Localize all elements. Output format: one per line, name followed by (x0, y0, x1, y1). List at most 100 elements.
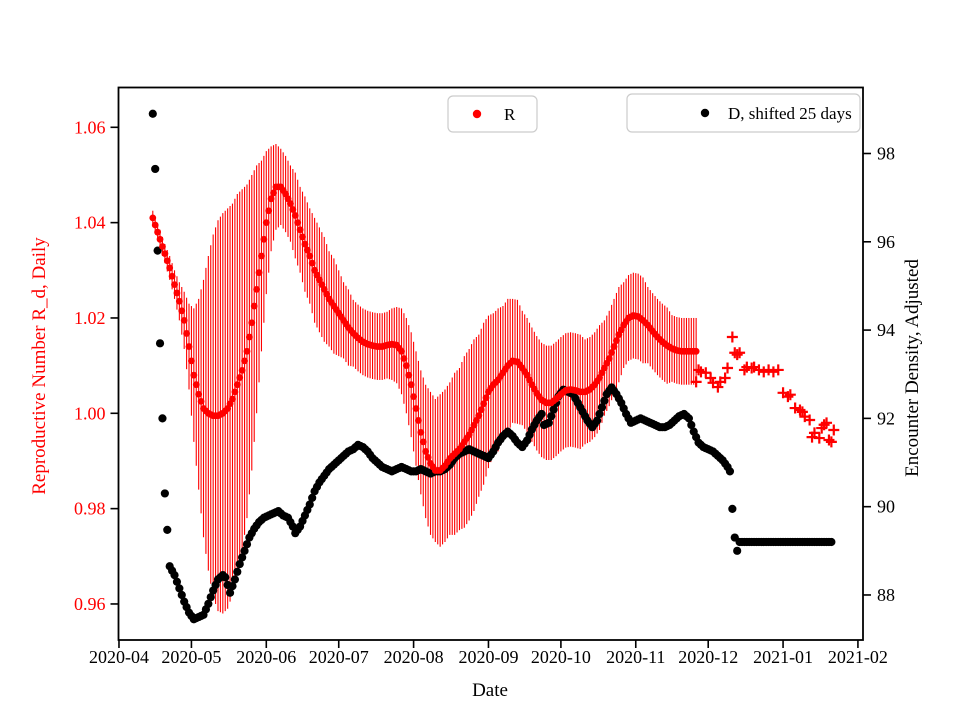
data-point-plus (772, 364, 784, 376)
data-point-r (412, 405, 420, 412)
data-point-r (405, 371, 413, 379)
data-point-r (260, 235, 268, 243)
data-point-r (480, 400, 488, 408)
data-point-r (301, 240, 309, 248)
data-point-r (402, 362, 410, 370)
data-point-d (684, 414, 693, 423)
data-point-plus (712, 381, 724, 393)
data-point-r (231, 388, 239, 396)
data-point-r (407, 381, 415, 389)
y-axis-left: 0.96 0.98 1.00 1.02 1.04 1.06 (74, 117, 119, 614)
data-point-r (608, 349, 616, 356)
data-point-r (236, 374, 244, 381)
data-point-plus (782, 391, 794, 403)
data-point-plus (808, 427, 820, 439)
legend-marker-dot (700, 108, 710, 118)
data-point-r (287, 200, 294, 207)
y-right-tick-label: 98 (877, 143, 895, 163)
data-point-d (597, 403, 607, 412)
data-point-d (170, 571, 179, 580)
data-point-d (233, 567, 242, 576)
series-d-dots (148, 109, 836, 624)
data-point-r (180, 316, 188, 324)
x-tick-label: 2020-08 (384, 647, 444, 667)
data-point-r (253, 285, 261, 293)
data-point-r (398, 347, 405, 355)
data-point-d (225, 588, 235, 597)
data-point-d (725, 467, 735, 476)
data-point-d (158, 414, 167, 423)
data-point-d (235, 559, 244, 569)
data-point-r (610, 343, 618, 350)
data-point-plus (763, 364, 775, 376)
x-tick-label: 2021-02 (828, 647, 888, 667)
legend-label: D, shifted 25 days (728, 104, 852, 123)
data-point-plus (700, 367, 712, 379)
data-point-plus (693, 364, 705, 376)
data-point-plus (823, 434, 835, 446)
x-tick-label: 2020-12 (678, 647, 738, 667)
data-point-plus (705, 372, 717, 384)
data-point-d (593, 416, 602, 425)
legend: R D, shifted 25 days (447, 93, 861, 133)
y-left-tick-label: 1.02 (74, 308, 106, 328)
x-tick-label: 2020-10 (531, 647, 591, 667)
data-point-d (544, 418, 553, 427)
data-point-plus (825, 436, 837, 448)
data-point-d (230, 575, 239, 584)
plot-frame (117, 86, 864, 641)
data-point-r (241, 357, 248, 365)
data-point-r (415, 417, 422, 424)
y-right-tick-label: 88 (877, 585, 895, 605)
data-point-r (151, 221, 159, 229)
data-point-r (171, 281, 178, 289)
x-tick-label: 2020-07 (309, 647, 369, 667)
y-right-tick-label: 90 (877, 497, 895, 517)
data-point-d (204, 599, 213, 608)
series-r-plus (690, 331, 840, 448)
data-point-r (197, 397, 205, 405)
series-r-dots (149, 183, 700, 474)
data-point-plus (690, 376, 702, 388)
data-point-d (687, 420, 696, 430)
x-axis-label: Date (472, 680, 508, 701)
y-right-tick-label: 96 (877, 232, 895, 252)
x-tick-label: 2020-04 (89, 647, 149, 667)
data-point-plus (804, 414, 816, 426)
y-left-tick-label: 0.96 (74, 594, 106, 614)
data-point-r (477, 406, 485, 414)
data-point-r (163, 257, 171, 265)
x-tick-label: 2021-01 (753, 647, 813, 667)
data-point-d (228, 582, 237, 591)
data-point-r (482, 394, 490, 402)
x-axis: 2020-04 2020-05 2020-06 2020-07 2020-08 2020-… (89, 640, 888, 667)
data-point-r (289, 206, 297, 213)
data-point-plus (796, 406, 808, 418)
data-point-plus (821, 417, 833, 429)
data-point-r (183, 330, 190, 337)
data-point-r (296, 226, 304, 234)
data-point-d (549, 405, 558, 414)
legend-box (447, 95, 538, 133)
data-point-plus (758, 366, 770, 378)
legend-label: R (504, 105, 516, 124)
data-point-r (156, 235, 164, 243)
data-point-d (148, 109, 157, 118)
data-point-r (178, 307, 186, 315)
legend-marker-dot (472, 109, 482, 119)
data-point-plus (828, 424, 840, 436)
data-point-plus (789, 402, 801, 414)
data-point-r (613, 337, 620, 345)
y-left-tick-label: 1.06 (74, 117, 106, 137)
data-point-r (419, 438, 427, 446)
data-point-r (294, 219, 302, 227)
y-axis-label-left: Reproductive Number R_d, Daily (29, 237, 50, 495)
series-r-errorbars (152, 143, 697, 614)
data-point-r (299, 233, 306, 241)
data-point-d (728, 504, 737, 513)
data-point-r (161, 250, 169, 258)
data-point-r (255, 269, 263, 277)
data-point-plus (794, 404, 806, 416)
data-point-r (475, 412, 483, 420)
